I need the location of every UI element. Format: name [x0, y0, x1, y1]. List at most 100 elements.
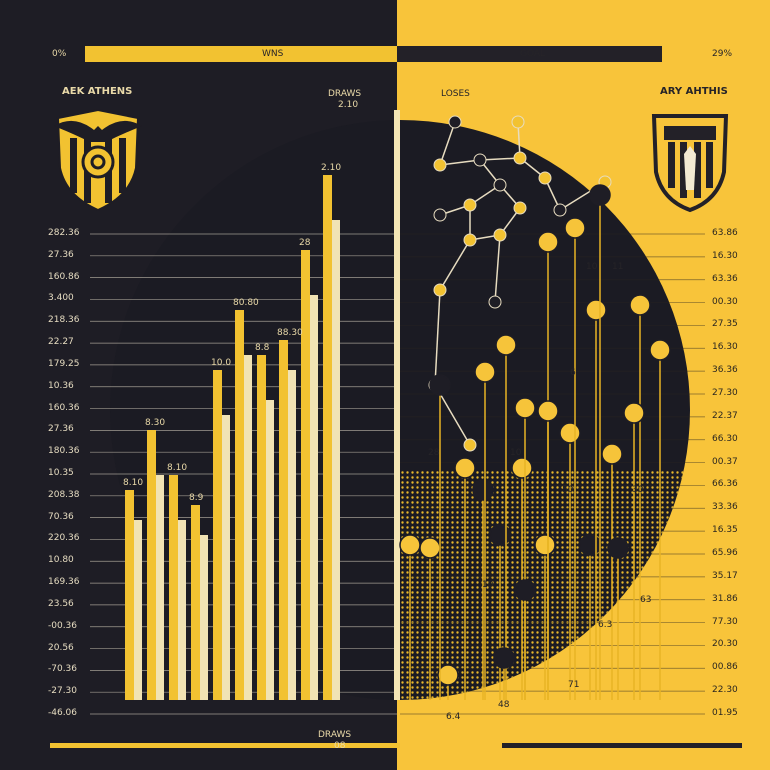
y-tick-right-5: 16.30 — [712, 342, 738, 353]
scatter-label-7: 10 — [482, 580, 494, 590]
scatter-series — [399, 184, 671, 700]
bar-wins-8 — [301, 250, 310, 700]
bar-label-5: 80.80 — [233, 298, 259, 308]
scatter-point-4 — [474, 361, 496, 383]
scatter-point-1 — [419, 537, 441, 559]
y-tick-right-7: 27.30 — [712, 388, 738, 398]
bar-wins-0 — [125, 490, 134, 700]
y-tick-right-15: 35.17 — [712, 570, 738, 581]
scatter-label-3: 10 — [510, 448, 522, 458]
draws-header-value: 2.10 — [338, 100, 359, 110]
bar-draws-3 — [200, 535, 208, 700]
molecule-node — [463, 233, 477, 247]
y-tick-right-10: 00.37 — [712, 456, 738, 467]
scatter-point-11 — [537, 400, 559, 422]
y-tick-right-17: 77.30 — [712, 616, 738, 627]
y-tick-left-0: 282.36 — [48, 228, 80, 238]
molecule-bond — [494, 234, 501, 303]
scatter-point-16 — [601, 443, 623, 465]
y-tick-left-1: 27.36 — [48, 249, 74, 260]
bar-draws-2 — [178, 520, 186, 700]
scatter-point-7 — [511, 457, 533, 479]
goal-header: GOAL — [520, 49, 546, 59]
molecule-node — [513, 151, 527, 165]
y-tick-right-3: 00.30 — [712, 296, 738, 307]
y-tick-right-18: 20.30 — [712, 639, 738, 650]
y-tick-left-16: 169.36 — [48, 577, 80, 588]
y-tick-left-4: 218.36 — [48, 315, 80, 326]
bar-draws-8 — [310, 295, 318, 700]
scatter-point-19 — [649, 339, 671, 361]
y-tick-left-18: -00.36 — [48, 620, 78, 631]
y-tick-right-9: 66.30 — [712, 433, 738, 444]
bar-wins-1 — [147, 430, 156, 700]
scatter-label-0: 10 — [586, 262, 598, 272]
molecule-graphic — [428, 115, 612, 452]
bottom-bar-left — [50, 743, 400, 748]
bar-label-3: 8.9 — [189, 493, 204, 503]
bar-wins-4 — [213, 370, 222, 700]
y-tick-left-15: 10.80 — [48, 555, 74, 566]
ary-crest-icon — [651, 114, 729, 213]
scatter-point-25 — [589, 184, 611, 206]
y-tick-left-5: 22.27 — [48, 337, 74, 348]
molecule-bond — [439, 121, 456, 166]
scatter-label-8: 6.3 — [598, 620, 613, 630]
molecule-node — [433, 158, 447, 172]
bar-label-6: 8.8 — [255, 343, 270, 353]
scatter-point-10 — [537, 231, 559, 253]
y-tick-right-1: 16.30 — [712, 250, 738, 261]
bar-label-1: 8.30 — [145, 418, 166, 428]
bar-label-8: 28 — [299, 238, 311, 248]
y-tick-right-21: 01.95 — [712, 708, 738, 718]
y-tick-right-11: 66.36 — [712, 479, 738, 490]
scatter-label-11: 6.4 — [446, 712, 461, 722]
molecule-bond — [439, 239, 471, 291]
y-tick-left-22: -46.06 — [48, 708, 78, 718]
bar-wins-6 — [257, 355, 266, 700]
y-tick-left-9: 27.36 — [48, 424, 74, 435]
bottom-bar-right — [502, 743, 742, 748]
molecule-node — [493, 178, 507, 192]
scatter-label-12: 63 — [640, 595, 652, 605]
y-tick-left-6: 179.25 — [48, 358, 80, 369]
y-tick-right-16: 31.86 — [712, 593, 738, 604]
team-left-name: AEK ATHENS — [62, 86, 133, 97]
bar-label-9: 2.10 — [321, 163, 342, 173]
y-tick-right-13: 16.35 — [712, 525, 738, 536]
scatter-point-17 — [607, 537, 629, 559]
footer-draws: DRAWS — [318, 730, 352, 740]
scatter-point-20 — [623, 402, 645, 424]
scatter-point-13 — [564, 217, 586, 239]
wins-header: WNS — [262, 49, 284, 59]
y-tick-left-21: -27.30 — [48, 686, 78, 697]
molecule-node — [513, 201, 527, 215]
bar-label-4: 10.0 — [211, 358, 232, 368]
molecule-node — [448, 115, 462, 129]
molecule-node — [488, 295, 502, 309]
top-bar-goal — [397, 46, 662, 62]
molecule-node — [553, 203, 567, 217]
scatter-point-18 — [629, 294, 651, 316]
scatter-label-6: 30 — [632, 485, 644, 495]
bar-draws-6 — [266, 400, 274, 700]
molecule-bond — [439, 159, 481, 166]
y-tick-right-2: 63.36 — [712, 273, 738, 284]
molecule-bond — [479, 157, 521, 161]
bar-draws-5 — [244, 355, 252, 700]
team-right-name: ARY AHTHIS — [660, 86, 728, 97]
scatter-point-22 — [437, 664, 459, 686]
y-tick-left-2: 160.86 — [48, 271, 80, 282]
scatter-point-12 — [559, 422, 581, 444]
scatter-label-5: 50 — [562, 485, 574, 495]
molecule-node — [463, 438, 477, 452]
scatter-point-0 — [399, 534, 421, 556]
scatter-point-8 — [514, 397, 536, 419]
y-tick-right-4: 27.35 — [712, 319, 738, 330]
y-tick-left-17: 23.56 — [48, 598, 74, 609]
draws-header: DRAWS — [328, 89, 362, 99]
footer-draws-value: 08 — [334, 741, 346, 751]
y-tick-right-20: 22.30 — [712, 685, 738, 696]
y-tick-right-19: 00.86 — [712, 662, 738, 673]
left-percent: 0% — [52, 49, 67, 59]
